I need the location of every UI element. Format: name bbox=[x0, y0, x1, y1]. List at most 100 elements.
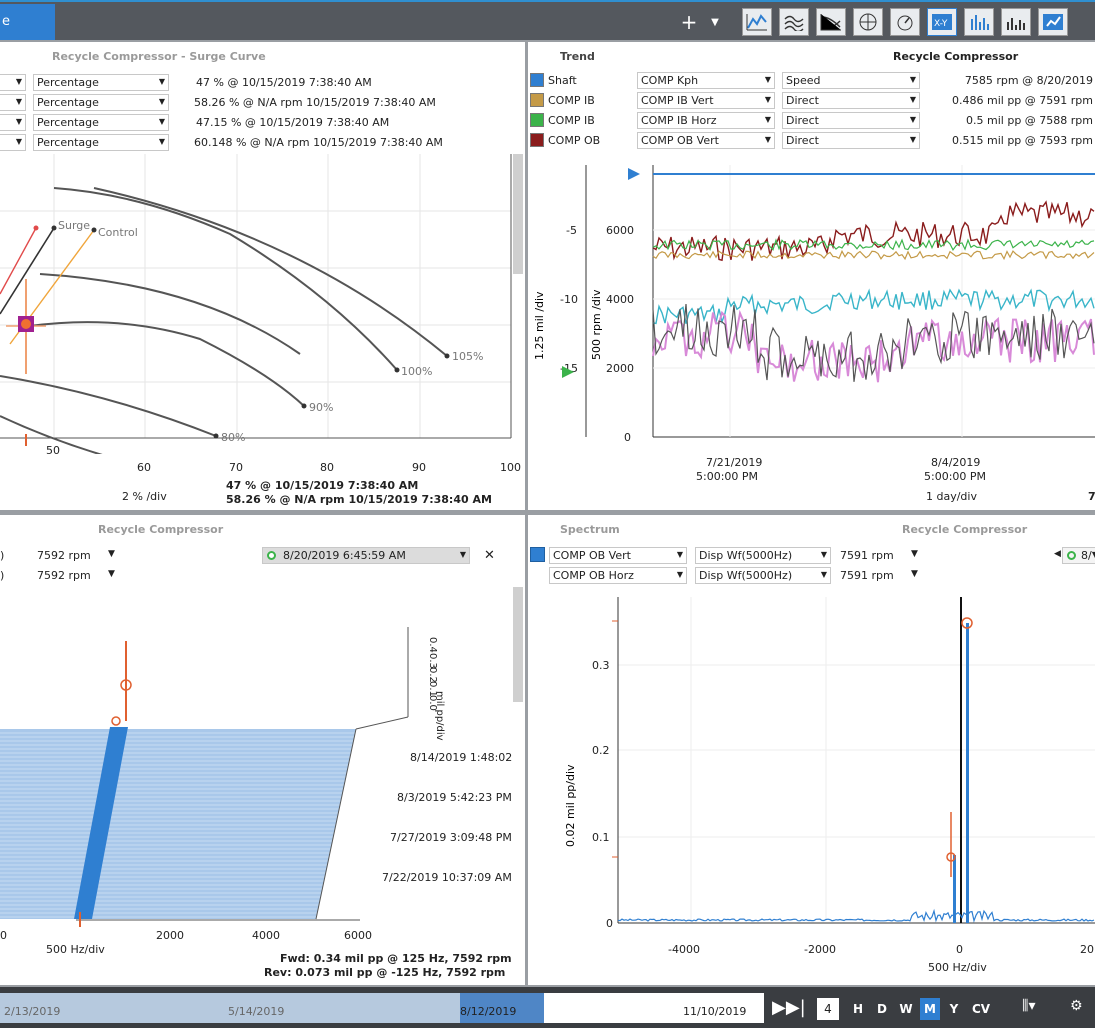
timeline-selection[interactable] bbox=[460, 993, 544, 1023]
z-tick: 0.1 bbox=[427, 681, 438, 697]
point-select[interactable]: COMP OB Horz bbox=[549, 567, 687, 584]
play-forward-icon[interactable]: ▶▶| bbox=[772, 997, 806, 1018]
x-tick: 4000 bbox=[252, 929, 280, 942]
spectrum-plot[interactable]: 0.3 0.2 0.1 0 -4000 -2000 0 20 500 Hz/di… bbox=[528, 587, 1095, 977]
x-unit-right: 7 bbox=[1088, 490, 1095, 503]
dropdown-icon[interactable]: ▼ bbox=[108, 549, 115, 559]
shaft-marker[interactable] bbox=[628, 168, 640, 180]
waterfall-plot[interactable]: 0.4 0.3 0.2 0.1 0.0 mil pp/div 8/14/2019… bbox=[0, 587, 525, 957]
z-tick: 0.0 bbox=[427, 695, 438, 711]
period-button-h[interactable]: H bbox=[852, 1002, 864, 1016]
trace-select[interactable] bbox=[0, 114, 26, 131]
y-left-label: 1.25 mil /div bbox=[533, 291, 546, 360]
timeline-future[interactable] bbox=[544, 993, 764, 1023]
units-select[interactable]: Percentage bbox=[33, 74, 169, 91]
columns-icon[interactable]: ⫼▾ bbox=[1022, 998, 1036, 1014]
trace-color-icon[interactable] bbox=[530, 93, 544, 107]
dropdown-icon[interactable]: ▼ bbox=[108, 569, 115, 579]
trace-select[interactable]: ) bbox=[0, 549, 5, 562]
dropdown-icon[interactable]: ▼ bbox=[704, 8, 726, 36]
point-select[interactable]: COMP OB Vert bbox=[637, 132, 775, 149]
dropdown-icon[interactable]: ▼ bbox=[911, 569, 918, 579]
svg-text:X-Y: X-Y bbox=[934, 19, 948, 29]
bar-chart-icon[interactable] bbox=[964, 8, 994, 36]
dropdown-icon[interactable]: ▼ bbox=[911, 549, 918, 559]
waveform-select[interactable]: Disp Wf(5000Hz) bbox=[695, 567, 831, 584]
trace-color-icon[interactable] bbox=[530, 547, 545, 562]
row-value: 0.5 mil pp @ 7588 rpm bbox=[966, 114, 1093, 127]
date-select[interactable]: 8/20/2019 6:45:59 AM bbox=[262, 547, 470, 564]
date-tick: 8/14/2019 1:48:02 bbox=[410, 751, 512, 764]
series-comp-ib-vert bbox=[652, 249, 1095, 261]
histogram-icon[interactable] bbox=[1001, 8, 1031, 36]
trend-plot[interactable]: -5 -10 -15 6000 4000 2000 0 1.25 mil /di… bbox=[528, 160, 1095, 510]
step-count[interactable]: 4 bbox=[817, 998, 839, 1020]
rpm-select[interactable]: 7591 rpm bbox=[840, 549, 894, 562]
x-tick: 0 bbox=[956, 943, 963, 956]
units-select[interactable]: Percentage bbox=[33, 134, 169, 151]
period-button-m[interactable]: M bbox=[920, 998, 940, 1020]
report-icon[interactable] bbox=[1038, 8, 1068, 36]
x-tick: 2000 bbox=[156, 929, 184, 942]
units-select[interactable]: Percentage bbox=[33, 114, 169, 131]
row-value: 7585 rpm @ 8/20/2019 bbox=[964, 74, 1093, 87]
units-select[interactable]: Percentage bbox=[33, 94, 169, 111]
y-right-tick: 6000 bbox=[606, 224, 634, 237]
measure-select[interactable]: Direct bbox=[782, 132, 920, 149]
trend-plot-icon[interactable] bbox=[742, 8, 772, 36]
scrollbar[interactable] bbox=[513, 154, 523, 274]
xy-plot-icon[interactable]: X-Y bbox=[927, 8, 957, 36]
point-select[interactable]: COMP Kph bbox=[637, 72, 775, 89]
surge-plot[interactable]: 105% 100% 90% 80% Surge Control 50 bbox=[0, 154, 525, 454]
settings-icon[interactable]: ⚙ bbox=[1070, 998, 1083, 1014]
trace-select[interactable] bbox=[0, 134, 26, 151]
waterfall-icon[interactable] bbox=[779, 8, 809, 36]
measure-select[interactable]: Speed bbox=[782, 72, 920, 89]
bode-icon[interactable] bbox=[816, 8, 846, 36]
panel-title: Spectrum bbox=[560, 523, 620, 536]
y-right-tick: 4000 bbox=[606, 293, 634, 306]
cursor-readout: 47 % @ 10/15/2019 7:38:40 AM bbox=[226, 479, 419, 492]
vib-marker[interactable] bbox=[562, 366, 574, 378]
measure-select[interactable]: Direct bbox=[782, 112, 920, 129]
status-dot-icon bbox=[1067, 551, 1076, 560]
rpm-select[interactable]: 7592 rpm bbox=[37, 569, 91, 582]
scroll-left-icon[interactable]: ◀ bbox=[1054, 549, 1061, 559]
trace-color-icon[interactable] bbox=[530, 113, 544, 127]
close-icon[interactable]: ✕ bbox=[484, 548, 495, 563]
trace-select[interactable]: ) bbox=[0, 569, 5, 582]
timeline-label: 2/13/2019 bbox=[4, 1005, 61, 1018]
active-tab[interactable]: e bbox=[0, 4, 55, 40]
waveform-select[interactable]: Disp Wf(5000Hz) bbox=[695, 547, 831, 564]
row-value: 47 % @ 10/15/2019 7:38:40 AM bbox=[196, 76, 372, 89]
x-tick-time: 5:00:00 PM bbox=[696, 470, 759, 483]
surge-curve-panel: Recycle Compressor - Surge Curve Percent… bbox=[0, 42, 525, 510]
timeline-range[interactable] bbox=[0, 993, 460, 1023]
timeline-bar: 2/13/2019 5/14/2019 8/12/2019 11/10/2019… bbox=[0, 987, 1095, 1028]
point-select[interactable]: COMP IB Horz bbox=[637, 112, 775, 129]
point-select[interactable]: COMP IB Vert bbox=[637, 92, 775, 109]
gauge-icon[interactable] bbox=[890, 8, 920, 36]
trace-select[interactable] bbox=[0, 74, 26, 91]
period-button-y[interactable]: Y bbox=[949, 1002, 959, 1016]
measure-select[interactable]: Direct bbox=[782, 92, 920, 109]
period-button-d[interactable]: D bbox=[877, 1002, 887, 1016]
polar-icon[interactable] bbox=[853, 8, 883, 36]
rpm-select[interactable]: 7591 rpm bbox=[840, 569, 894, 582]
plus-icon[interactable]: + bbox=[678, 8, 700, 36]
panel-subtitle: Recycle Compressor bbox=[893, 50, 1019, 63]
y-label: 0.02 mil pp/div bbox=[564, 764, 577, 847]
z-tick: 0.4 bbox=[427, 637, 438, 653]
point-select[interactable]: COMP OB Vert bbox=[549, 547, 687, 564]
trace-select[interactable] bbox=[0, 94, 26, 111]
period-button-cv[interactable]: CV bbox=[971, 1002, 991, 1016]
scrollbar[interactable] bbox=[513, 587, 523, 702]
trace-color-icon[interactable] bbox=[530, 133, 544, 147]
x-tick: -2000 bbox=[804, 943, 836, 956]
y-tick: 0.3 bbox=[592, 659, 610, 672]
rpm-select[interactable]: 7592 rpm bbox=[37, 549, 91, 562]
x-tick-time: 5:00:00 PM bbox=[924, 470, 987, 483]
trace-color-icon[interactable] bbox=[530, 73, 544, 87]
period-button-w[interactable]: W bbox=[899, 1002, 913, 1016]
cursor-readout: 58.26 % @ N/A rpm 10/15/2019 7:38:40 AM bbox=[226, 493, 492, 506]
